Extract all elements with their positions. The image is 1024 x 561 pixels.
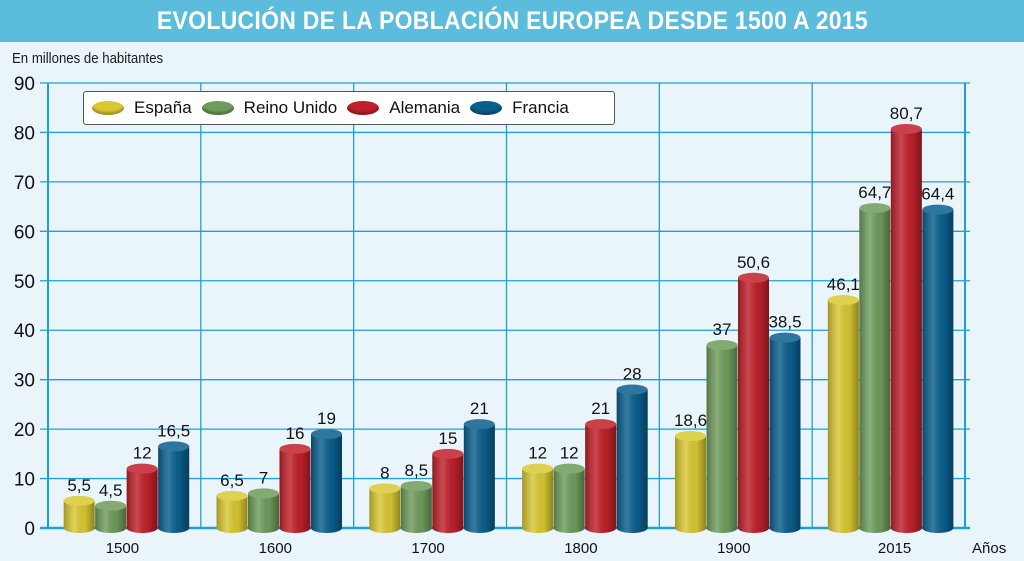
legend-item-españa: España [92, 98, 192, 118]
bar-francia-1700 [463, 419, 495, 533]
data-label: 7 [259, 468, 268, 487]
data-label: 21 [591, 399, 610, 418]
legend-item-reino-unido: Reino Unido [201, 98, 338, 118]
x-tick-label: 1500 [106, 540, 139, 557]
x-tick-label: 1600 [259, 540, 292, 557]
data-label: 80,7 [890, 104, 923, 123]
y-tick-label: 60 [14, 222, 35, 243]
bar-francia-1500 [158, 441, 190, 533]
bar-reino-unido-1800 [553, 463, 585, 533]
bar-francia-1900 [769, 332, 801, 533]
data-label: 28 [623, 365, 642, 384]
bar-reino-unido-1700 [400, 480, 432, 533]
bar-reino-unido-1500 [95, 500, 127, 533]
data-label: 12 [133, 444, 152, 463]
bar-alemania-1700 [432, 448, 464, 533]
y-axis-label: En millones de habitantes [12, 50, 164, 67]
bar-españa-1600 [216, 490, 248, 533]
bar-españa-1900 [675, 431, 706, 533]
y-tick-label: 70 [14, 173, 35, 194]
y-tick-label: 0 [24, 519, 35, 540]
legend-label: Francia [512, 98, 569, 117]
y-tick-label: 80 [14, 123, 35, 144]
chart-title: EVOLUCIÓN DE LA POBLACIÓN EUROPEA DESDE … [156, 6, 868, 35]
y-tick-label: 10 [14, 470, 35, 491]
bar-francia-2015 [922, 204, 954, 533]
legend: España Reino Unido Alemania Francia [83, 91, 615, 125]
labels-layer: 1500 1600 1700 1800 1900 2015 Años 5,5 4,5 12 16,5… [67, 104, 1006, 557]
data-label: 46,1 [827, 275, 860, 294]
y-tick-label: 40 [14, 321, 35, 342]
legend-item-alemania: Alemania [347, 98, 460, 118]
data-label: 4,5 [99, 481, 123, 500]
legend-swatch [470, 101, 503, 115]
data-label: 12 [560, 444, 579, 463]
legend-label: España [134, 98, 192, 117]
bar-alemania-1900 [738, 272, 769, 533]
data-label: 16 [286, 424, 305, 443]
legend-swatch [201, 101, 234, 115]
bar-españa-1800 [522, 463, 554, 533]
data-label: 18,6 [674, 411, 707, 430]
bar-reino-unido-1600 [248, 488, 279, 533]
data-label: 12 [528, 444, 547, 463]
legend-label: Alemania [389, 98, 461, 117]
bar-alemania-1800 [585, 419, 617, 533]
bar-francia-1800 [616, 384, 648, 533]
x-tick-label: 1700 [411, 540, 444, 557]
data-label: 6,5 [220, 471, 244, 490]
data-label: 19 [317, 409, 336, 428]
y-tick-label: 90 [14, 74, 35, 95]
bar-reino-unido-1900 [706, 340, 738, 533]
y-tick-label: 30 [14, 371, 35, 392]
y-tick-label: 50 [14, 272, 35, 293]
data-label: 16,5 [157, 421, 190, 440]
data-label: 5,5 [67, 476, 91, 495]
data-label: 21 [470, 399, 489, 418]
bar-españa-1700 [369, 483, 401, 533]
grid-layer: 0 10 20 30 40 50 60 70 80 90 [14, 74, 970, 540]
bar-españa-2015 [827, 295, 859, 533]
bar-españa-1500 [63, 495, 95, 533]
bar-reino-unido-2015 [859, 203, 891, 533]
bar-francia-1600 [311, 429, 342, 533]
data-label: 38,5 [768, 313, 801, 332]
data-label: 8 [380, 463, 389, 482]
bar-alemania-2015 [890, 123, 922, 533]
data-label: 15 [438, 429, 457, 448]
bar-alemania-1600 [279, 443, 311, 533]
data-label: 64,4 [921, 185, 954, 204]
legend-item-francia: Francia [470, 98, 569, 118]
x-tick-label: 2015 [878, 540, 911, 557]
title-bar: EVOLUCIÓN DE LA POBLACIÓN EUROPEA DESDE … [0, 0, 1024, 42]
bars-layer [63, 123, 954, 533]
data-label: 8,5 [405, 461, 429, 480]
bar-alemania-1500 [126, 463, 158, 533]
legend-label: Reino Unido [243, 98, 338, 117]
data-label: 64,7 [858, 183, 891, 202]
x-tick-label: 1800 [564, 540, 597, 557]
data-label: 50,6 [737, 253, 770, 272]
legend-swatch [92, 101, 124, 115]
legend-swatch [347, 101, 380, 115]
data-label: 37 [713, 320, 732, 339]
x-tick-label: 1900 [717, 540, 750, 557]
x-axis-label: Años [972, 540, 1006, 557]
y-tick-label: 20 [14, 420, 35, 441]
